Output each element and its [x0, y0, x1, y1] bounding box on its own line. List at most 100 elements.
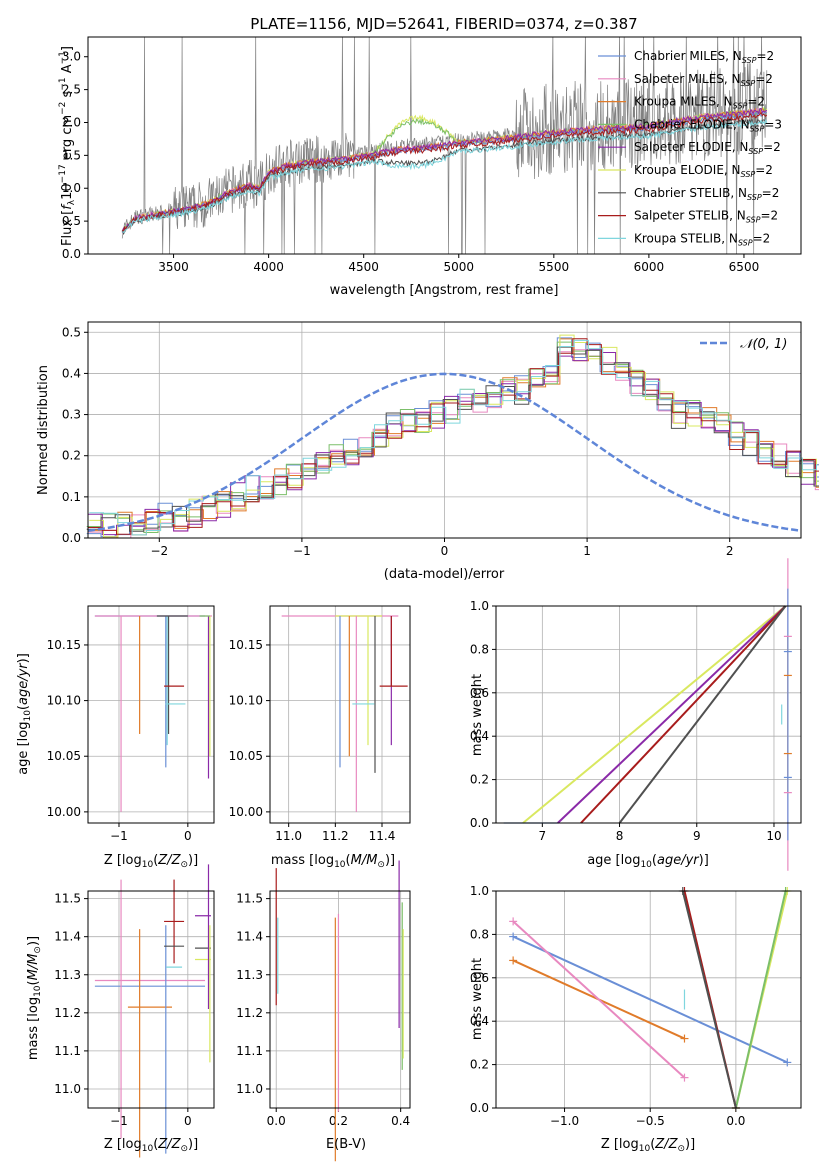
salpeter-miles-weight-segment — [512, 920, 686, 1079]
chabrier-miles-weight-segment — [512, 935, 788, 1064]
salpeter-stelib-weight-line — [580, 605, 787, 824]
y-tick-label: 10.00 — [229, 805, 263, 819]
y-tick-label: 0.6 — [470, 686, 489, 700]
y-tick-label: 10.15 — [47, 638, 81, 652]
grid-and-ticks: −1.0 −0.5 0.0 0.0 0.2 0.4 0.6 0.8 1.0 — [470, 884, 801, 1128]
mass-vs-ebv-panel: 0.0 0.2 0.4 11.0 11.1 11.2 11.3 11.4 11.5 — [236, 860, 411, 1162]
x-tick-label: 4500 — [348, 260, 379, 274]
x-tick-label: 8 — [616, 829, 624, 843]
x-tick-label: 0 — [441, 544, 449, 558]
axes-frame — [495, 890, 802, 1109]
legend-tail: =2 — [763, 140, 781, 154]
legend-sub: SSP — [733, 102, 748, 111]
y-tick-label: 2.5 — [62, 83, 81, 97]
x-tick-label: 0.2 — [329, 1114, 348, 1128]
weight-vs-metallicity-panel: −1.0 −0.5 0.0 0.0 0.2 0.4 0.6 0.8 1.0 — [470, 884, 802, 1128]
kroupa-elodie-histogram — [89, 334, 819, 538]
weight-vs-age-x-label: age [log10(age/yr)] — [587, 853, 709, 870]
y-tick-label: 10.00 — [47, 805, 81, 819]
y-tick-label: 1.0 — [470, 884, 489, 898]
legend-text: Kroupa MILES, N — [634, 95, 733, 109]
x-tick-label: 0 — [184, 1114, 192, 1128]
x-tick-label: −1.0 — [550, 1114, 579, 1128]
legend-entry: Salpeter ELODIE, NSSP=2 — [634, 140, 781, 156]
age-vs-mass-x-label: mass [log10(M/M⊙)] — [271, 853, 395, 870]
y-tick-label: 10.05 — [47, 749, 81, 763]
y-tick-label: 0.4 — [470, 1014, 489, 1028]
y-tick-label: 0.4 — [62, 366, 81, 380]
y-tick-label: 0.5 — [62, 214, 81, 228]
x-tick-label: 0.4 — [391, 1114, 410, 1128]
y-tick-label: 0.0 — [62, 531, 81, 545]
age-vs-mass-panel: 11.0 11.2 11.4 10.00 10.05 10.10 10.15 — [229, 605, 411, 843]
chabrier-stelib-histogram — [86, 346, 819, 532]
y-tick-label: 11.2 — [236, 1006, 263, 1020]
mass-vs-ebv-x-label: E(B-V) — [326, 1137, 366, 1152]
kroupa-miles-model-line — [121, 107, 767, 232]
grid-and-ticks: −1 0 11.0 11.1 11.2 11.3 11.4 11.5 — [54, 891, 214, 1128]
y-tick-label: 0.8 — [470, 642, 489, 656]
kroupa-stelib-histogram — [89, 339, 819, 536]
y-tick-label: 2.0 — [62, 115, 81, 129]
axes-frame — [87, 890, 215, 1109]
spectrum-y-axis-label: Flux [fλ10−17 erg cm−2 s−1 A−1] — [58, 46, 77, 246]
y-tick-label: 0.1 — [62, 490, 81, 504]
residuals-axes-frame — [87, 321, 802, 539]
y-tick-label: 0.0 — [470, 1101, 489, 1115]
spectrum-panel: 3500 4000 4500 5000 5500 6000 6500 0.0 0.5 1.0 1.… — [58, 36, 802, 298]
x-tick-label: 3500 — [158, 260, 189, 274]
normal-distribution-curve — [87, 372, 802, 533]
grid-and-ticks: 0.0 0.2 0.4 11.0 11.1 11.2 11.3 11.4 11.5 — [236, 891, 410, 1128]
y-tick-label: 0.2 — [62, 449, 81, 463]
y-tick-label: 0.8 — [470, 927, 489, 941]
legend-sub: SSP — [741, 79, 756, 88]
plot-area — [94, 615, 212, 812]
legend-tail: =2 — [760, 209, 778, 223]
spectrum-axes-frame — [87, 36, 802, 255]
residuals-legend: 𝒩(0, 1) — [700, 337, 787, 352]
y-tick-label: 11.2 — [54, 1006, 81, 1020]
mass-vs-metallicity-panel: −1 0 11.0 11.1 11.2 11.3 11.4 11.5 — [54, 864, 215, 1158]
legend-entry: Kroupa MILES, NSSP=2 — [634, 95, 765, 111]
y-tick-label: 0.6 — [470, 971, 489, 985]
y-tick-label: 11.5 — [236, 892, 263, 906]
legend-entry: Salpeter MILES, NSSP=2 — [634, 72, 773, 88]
plot-area — [509, 887, 792, 1112]
chabrier-miles-histogram — [86, 337, 819, 538]
chabrier-stelib-weight-segment — [681, 890, 737, 1109]
salpeter-elodie-weight-line — [557, 605, 787, 824]
chabrier-stelib-model-line — [121, 118, 768, 235]
mass-vs-metallicity-x-label: Z [log10(Z/Z⊙)] — [104, 1137, 198, 1154]
x-tick-label: 10 — [766, 829, 781, 843]
y-tick-label: 0.3 — [62, 408, 81, 422]
x-tick-label: 6500 — [729, 260, 760, 274]
legend-text: Kroupa ELODIE, N — [634, 163, 741, 177]
legend-entry: Kroupa ELODIE, NSSP=2 — [634, 163, 773, 179]
y-tick-label: 0.2 — [470, 773, 489, 787]
spectrum-x-axis-label: wavelength [Angstrom, rest frame] — [330, 283, 559, 298]
x-tick-label: 7 — [539, 829, 547, 843]
normal-legend-label: 𝒩(0, 1) — [740, 337, 787, 352]
axes-frame — [269, 605, 411, 824]
residuals-x-axis-label: (data-model)/error — [384, 567, 505, 582]
y-tick-label: 10.15 — [229, 638, 263, 652]
legend-sub: SSP — [746, 216, 761, 225]
legend-tail: =3 — [764, 117, 782, 131]
y-tick-label: 0.5 — [62, 325, 81, 339]
plot-area — [281, 615, 408, 812]
spectrum-x-ticks: 3500 4000 4500 5000 5500 6000 6500 — [158, 254, 759, 274]
legend-entry: Kroupa STELIB, NSSP=2 — [634, 231, 770, 247]
residuals-plot-area — [86, 334, 819, 539]
legend-text: Salpeter STELIB, N — [634, 209, 746, 223]
legend-entry: Chabrier MILES, NSSP=2 — [634, 49, 774, 65]
legend-sub: SSP — [741, 170, 756, 179]
weight-vs-age-panel: 7 8 9 10 0.0 0.2 0.4 0.6 0.8 1.0 — [470, 558, 802, 871]
y-tick-label: 3.0 — [62, 50, 81, 64]
legend-text: Kroupa STELIB, N — [634, 231, 738, 245]
grid-and-ticks: −1 0 10.00 10.05 10.10 10.15 — [47, 606, 214, 843]
y-tick-label: 0.4 — [470, 729, 489, 743]
x-tick-label: 5000 — [443, 260, 474, 274]
legend-sub: SSP — [747, 193, 762, 202]
mass-vs-metallicity-y-label: mass [log10(M/M⊙)] — [26, 936, 43, 1060]
y-tick-label: 11.3 — [236, 968, 263, 982]
